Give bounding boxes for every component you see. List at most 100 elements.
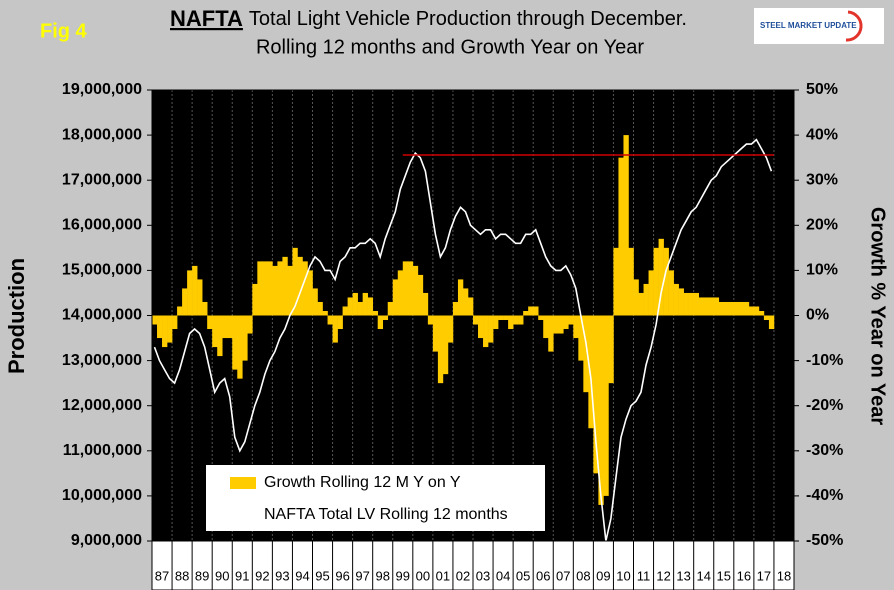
growth-bar	[703, 297, 710, 316]
growth-bar	[523, 310, 529, 316]
growth-bar	[367, 297, 373, 316]
y2-tick-label: 50%	[806, 81, 838, 98]
y2-tick-label: -10%	[806, 352, 843, 369]
y2-tick-label: 10%	[806, 262, 838, 279]
growth-bar	[292, 247, 298, 316]
x-tick-label: 93	[275, 568, 289, 583]
growth-bar	[222, 315, 228, 339]
growth-bar	[267, 261, 273, 316]
growth-bar	[603, 315, 609, 496]
growth-bar	[678, 288, 684, 316]
y2-tick-label: 40%	[806, 126, 838, 143]
growth-bar	[553, 315, 559, 334]
growth-bar	[432, 315, 439, 352]
growth-bar	[452, 301, 459, 316]
x-tick-label: 00	[416, 568, 430, 583]
growth-bar	[237, 315, 243, 379]
growth-bar	[172, 315, 178, 330]
production-line	[153, 138, 773, 542]
growth-bar	[763, 315, 770, 321]
legend-label: NAFTA Total LV Rolling 12 months	[264, 506, 508, 523]
growth-bar	[317, 301, 323, 316]
y2-tick-label: -30%	[806, 442, 843, 459]
growth-bar	[422, 292, 429, 316]
x-tick-label: 09	[596, 568, 610, 583]
y-tick-label: 11,000,000	[63, 442, 142, 459]
growth-bar	[262, 261, 268, 316]
growth-bar	[483, 315, 489, 348]
growth-bar	[713, 297, 720, 316]
x-tick-label: 94	[295, 568, 309, 583]
growth-bar	[197, 279, 203, 316]
growth-bar	[578, 315, 584, 361]
y2-tick-label: 30%	[806, 171, 838, 188]
x-tick-label: 07	[556, 568, 570, 583]
growth-bar	[412, 265, 419, 316]
growth-bar	[377, 315, 384, 330]
growth-bar	[693, 292, 700, 316]
x-tick-label: 18	[777, 568, 791, 583]
growth-bar	[217, 315, 223, 357]
growth-bar	[743, 301, 750, 316]
growth-bar	[312, 288, 318, 316]
growth-bar	[653, 247, 659, 316]
growth-bar	[352, 292, 358, 316]
growth-bar	[437, 315, 444, 384]
growth-bar	[392, 279, 399, 316]
growth-bar	[257, 261, 263, 316]
growth-bar	[548, 315, 554, 352]
y-tick-label: 19,000,000	[62, 81, 142, 98]
growth-bar	[372, 310, 379, 316]
growth-bar	[277, 261, 283, 316]
y-tick-label: 9,000,000	[71, 532, 142, 549]
growth-bar	[568, 315, 574, 325]
growth-bar	[362, 292, 368, 316]
growth-bar	[543, 315, 549, 339]
x-tick-label: 97	[355, 568, 369, 583]
growth-bar	[518, 315, 524, 325]
growth-bar	[493, 315, 499, 330]
growth-bar	[387, 301, 394, 316]
growth-bar	[332, 315, 338, 343]
growth-bar	[287, 265, 293, 316]
x-tick-label: 98	[375, 568, 389, 583]
y2-tick-label: -50%	[806, 532, 843, 549]
growth-bar	[498, 315, 504, 321]
growth-bar	[558, 315, 564, 334]
growth-bar	[563, 315, 569, 330]
growth-bar	[473, 315, 479, 325]
growth-bar	[357, 301, 363, 316]
x-tick-label: 13	[676, 568, 690, 583]
growth-bar	[618, 157, 624, 316]
growth-bar	[462, 288, 469, 316]
growth-bar	[723, 301, 730, 316]
growth-bar	[407, 261, 414, 316]
growth-bar	[688, 292, 694, 316]
x-tick-label: 15	[717, 568, 731, 583]
growth-bar	[302, 261, 308, 316]
x-tick-label: 95	[315, 568, 329, 583]
growth-bar	[668, 270, 674, 316]
growth-bar	[628, 247, 634, 316]
growth-bar	[297, 256, 303, 316]
legend-swatch	[230, 477, 256, 489]
growth-bar	[342, 306, 348, 316]
growth-bar	[643, 283, 649, 316]
growth-bar	[733, 301, 740, 316]
legend-box	[206, 465, 545, 531]
growth-bar	[192, 265, 198, 316]
growth-bar	[623, 135, 629, 316]
y-tick-label: 14,000,000	[62, 307, 142, 324]
growth-bar	[478, 315, 484, 339]
x-tick-label: 06	[536, 568, 550, 583]
x-tick-label: 04	[496, 568, 510, 583]
growth-bar	[247, 315, 253, 334]
growth-bar	[427, 315, 434, 325]
growth-bar	[608, 315, 614, 384]
growth-bar	[708, 297, 715, 316]
growth-bar	[187, 270, 193, 316]
growth-bar	[588, 315, 594, 429]
x-tick-label: 16	[737, 568, 751, 583]
x-tick-label: 08	[576, 568, 590, 583]
